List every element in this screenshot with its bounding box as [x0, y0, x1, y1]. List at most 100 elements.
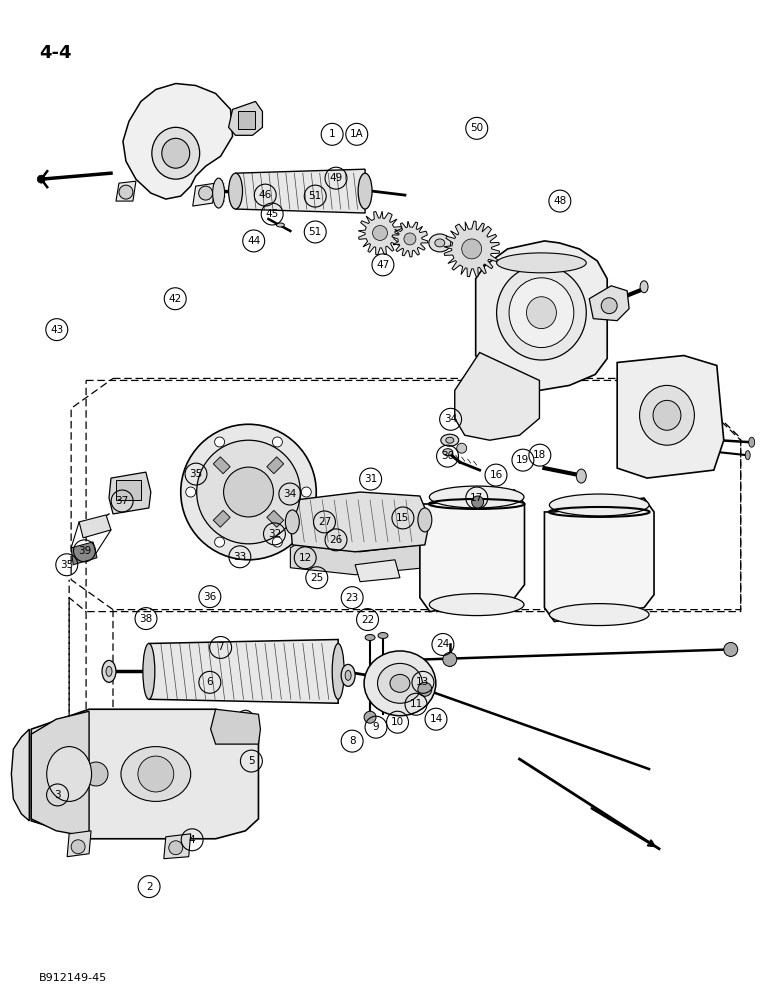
Text: 10: 10 [391, 717, 404, 727]
Polygon shape [290, 492, 430, 552]
Polygon shape [617, 356, 724, 478]
Text: 35: 35 [60, 560, 73, 570]
Circle shape [197, 440, 300, 544]
Ellipse shape [378, 663, 422, 703]
Ellipse shape [445, 437, 454, 443]
Text: 12: 12 [299, 553, 312, 563]
Bar [267, 510, 284, 527]
Circle shape [472, 496, 483, 508]
Circle shape [215, 537, 225, 547]
Ellipse shape [527, 297, 557, 329]
Text: 4: 4 [189, 835, 195, 845]
Ellipse shape [653, 400, 681, 430]
Circle shape [462, 239, 482, 259]
Text: 14: 14 [429, 714, 442, 724]
Circle shape [37, 175, 46, 183]
Text: 16: 16 [489, 470, 503, 480]
Text: 1A: 1A [350, 129, 364, 139]
Polygon shape [229, 101, 262, 135]
Ellipse shape [496, 253, 586, 273]
Text: 23: 23 [346, 593, 359, 603]
Text: 46: 46 [259, 190, 272, 200]
Polygon shape [12, 729, 29, 821]
Text: 42: 42 [168, 294, 182, 304]
Circle shape [169, 841, 183, 855]
Bar [116, 480, 141, 500]
Ellipse shape [640, 281, 648, 293]
Circle shape [457, 443, 467, 453]
Circle shape [84, 762, 108, 786]
Circle shape [71, 840, 85, 854]
Text: 4-4: 4-4 [39, 44, 72, 62]
Polygon shape [544, 498, 654, 622]
Circle shape [301, 487, 311, 497]
Polygon shape [71, 542, 97, 565]
Ellipse shape [390, 674, 410, 692]
Bar [238, 111, 256, 129]
Polygon shape [420, 490, 524, 612]
Ellipse shape [745, 451, 750, 460]
Ellipse shape [212, 178, 225, 208]
Ellipse shape [496, 265, 586, 360]
Text: 48: 48 [554, 196, 567, 206]
Ellipse shape [364, 651, 436, 716]
Circle shape [181, 424, 317, 560]
Ellipse shape [229, 173, 242, 209]
Text: 51: 51 [309, 227, 322, 237]
Ellipse shape [443, 449, 452, 456]
Polygon shape [589, 286, 629, 321]
Text: 36: 36 [203, 592, 216, 602]
Text: 31: 31 [364, 474, 378, 484]
Ellipse shape [345, 670, 351, 680]
Circle shape [443, 652, 457, 666]
Ellipse shape [429, 486, 524, 508]
Ellipse shape [550, 604, 649, 626]
Ellipse shape [441, 434, 459, 446]
Polygon shape [67, 831, 91, 857]
Text: 26: 26 [330, 535, 343, 545]
Circle shape [186, 487, 195, 497]
Text: 43: 43 [50, 325, 63, 335]
Text: 15: 15 [396, 513, 410, 523]
Text: B912149-45: B912149-45 [39, 973, 107, 983]
Circle shape [215, 437, 225, 447]
Text: 34: 34 [283, 489, 296, 499]
Ellipse shape [639, 385, 694, 445]
Text: 35: 35 [189, 469, 202, 479]
Circle shape [273, 437, 283, 447]
Text: 50: 50 [470, 123, 483, 133]
Ellipse shape [102, 660, 116, 682]
Bar [267, 457, 284, 474]
Polygon shape [392, 221, 428, 257]
Polygon shape [32, 709, 259, 839]
Ellipse shape [428, 234, 451, 252]
Text: 32: 32 [268, 529, 281, 539]
Polygon shape [290, 545, 430, 575]
Ellipse shape [47, 747, 92, 801]
Text: 1: 1 [329, 129, 336, 139]
Circle shape [119, 185, 133, 199]
Bar [213, 510, 230, 527]
Ellipse shape [378, 633, 388, 638]
Bar [213, 457, 230, 474]
Text: 27: 27 [318, 517, 331, 527]
Ellipse shape [121, 747, 191, 801]
Text: 49: 49 [330, 173, 343, 183]
Text: 47: 47 [376, 260, 390, 270]
Text: 34: 34 [444, 414, 457, 424]
Text: 9: 9 [373, 722, 379, 732]
Text: 2: 2 [146, 882, 152, 892]
Ellipse shape [358, 173, 372, 209]
Ellipse shape [106, 666, 112, 676]
Text: 33: 33 [233, 552, 246, 562]
Ellipse shape [749, 437, 755, 447]
Ellipse shape [332, 643, 344, 699]
Text: 13: 13 [416, 677, 429, 687]
Circle shape [273, 537, 283, 547]
Ellipse shape [162, 138, 190, 168]
Polygon shape [32, 711, 89, 837]
Polygon shape [109, 472, 151, 514]
Polygon shape [211, 709, 260, 744]
Text: 38: 38 [140, 614, 153, 624]
Text: 22: 22 [361, 615, 374, 625]
